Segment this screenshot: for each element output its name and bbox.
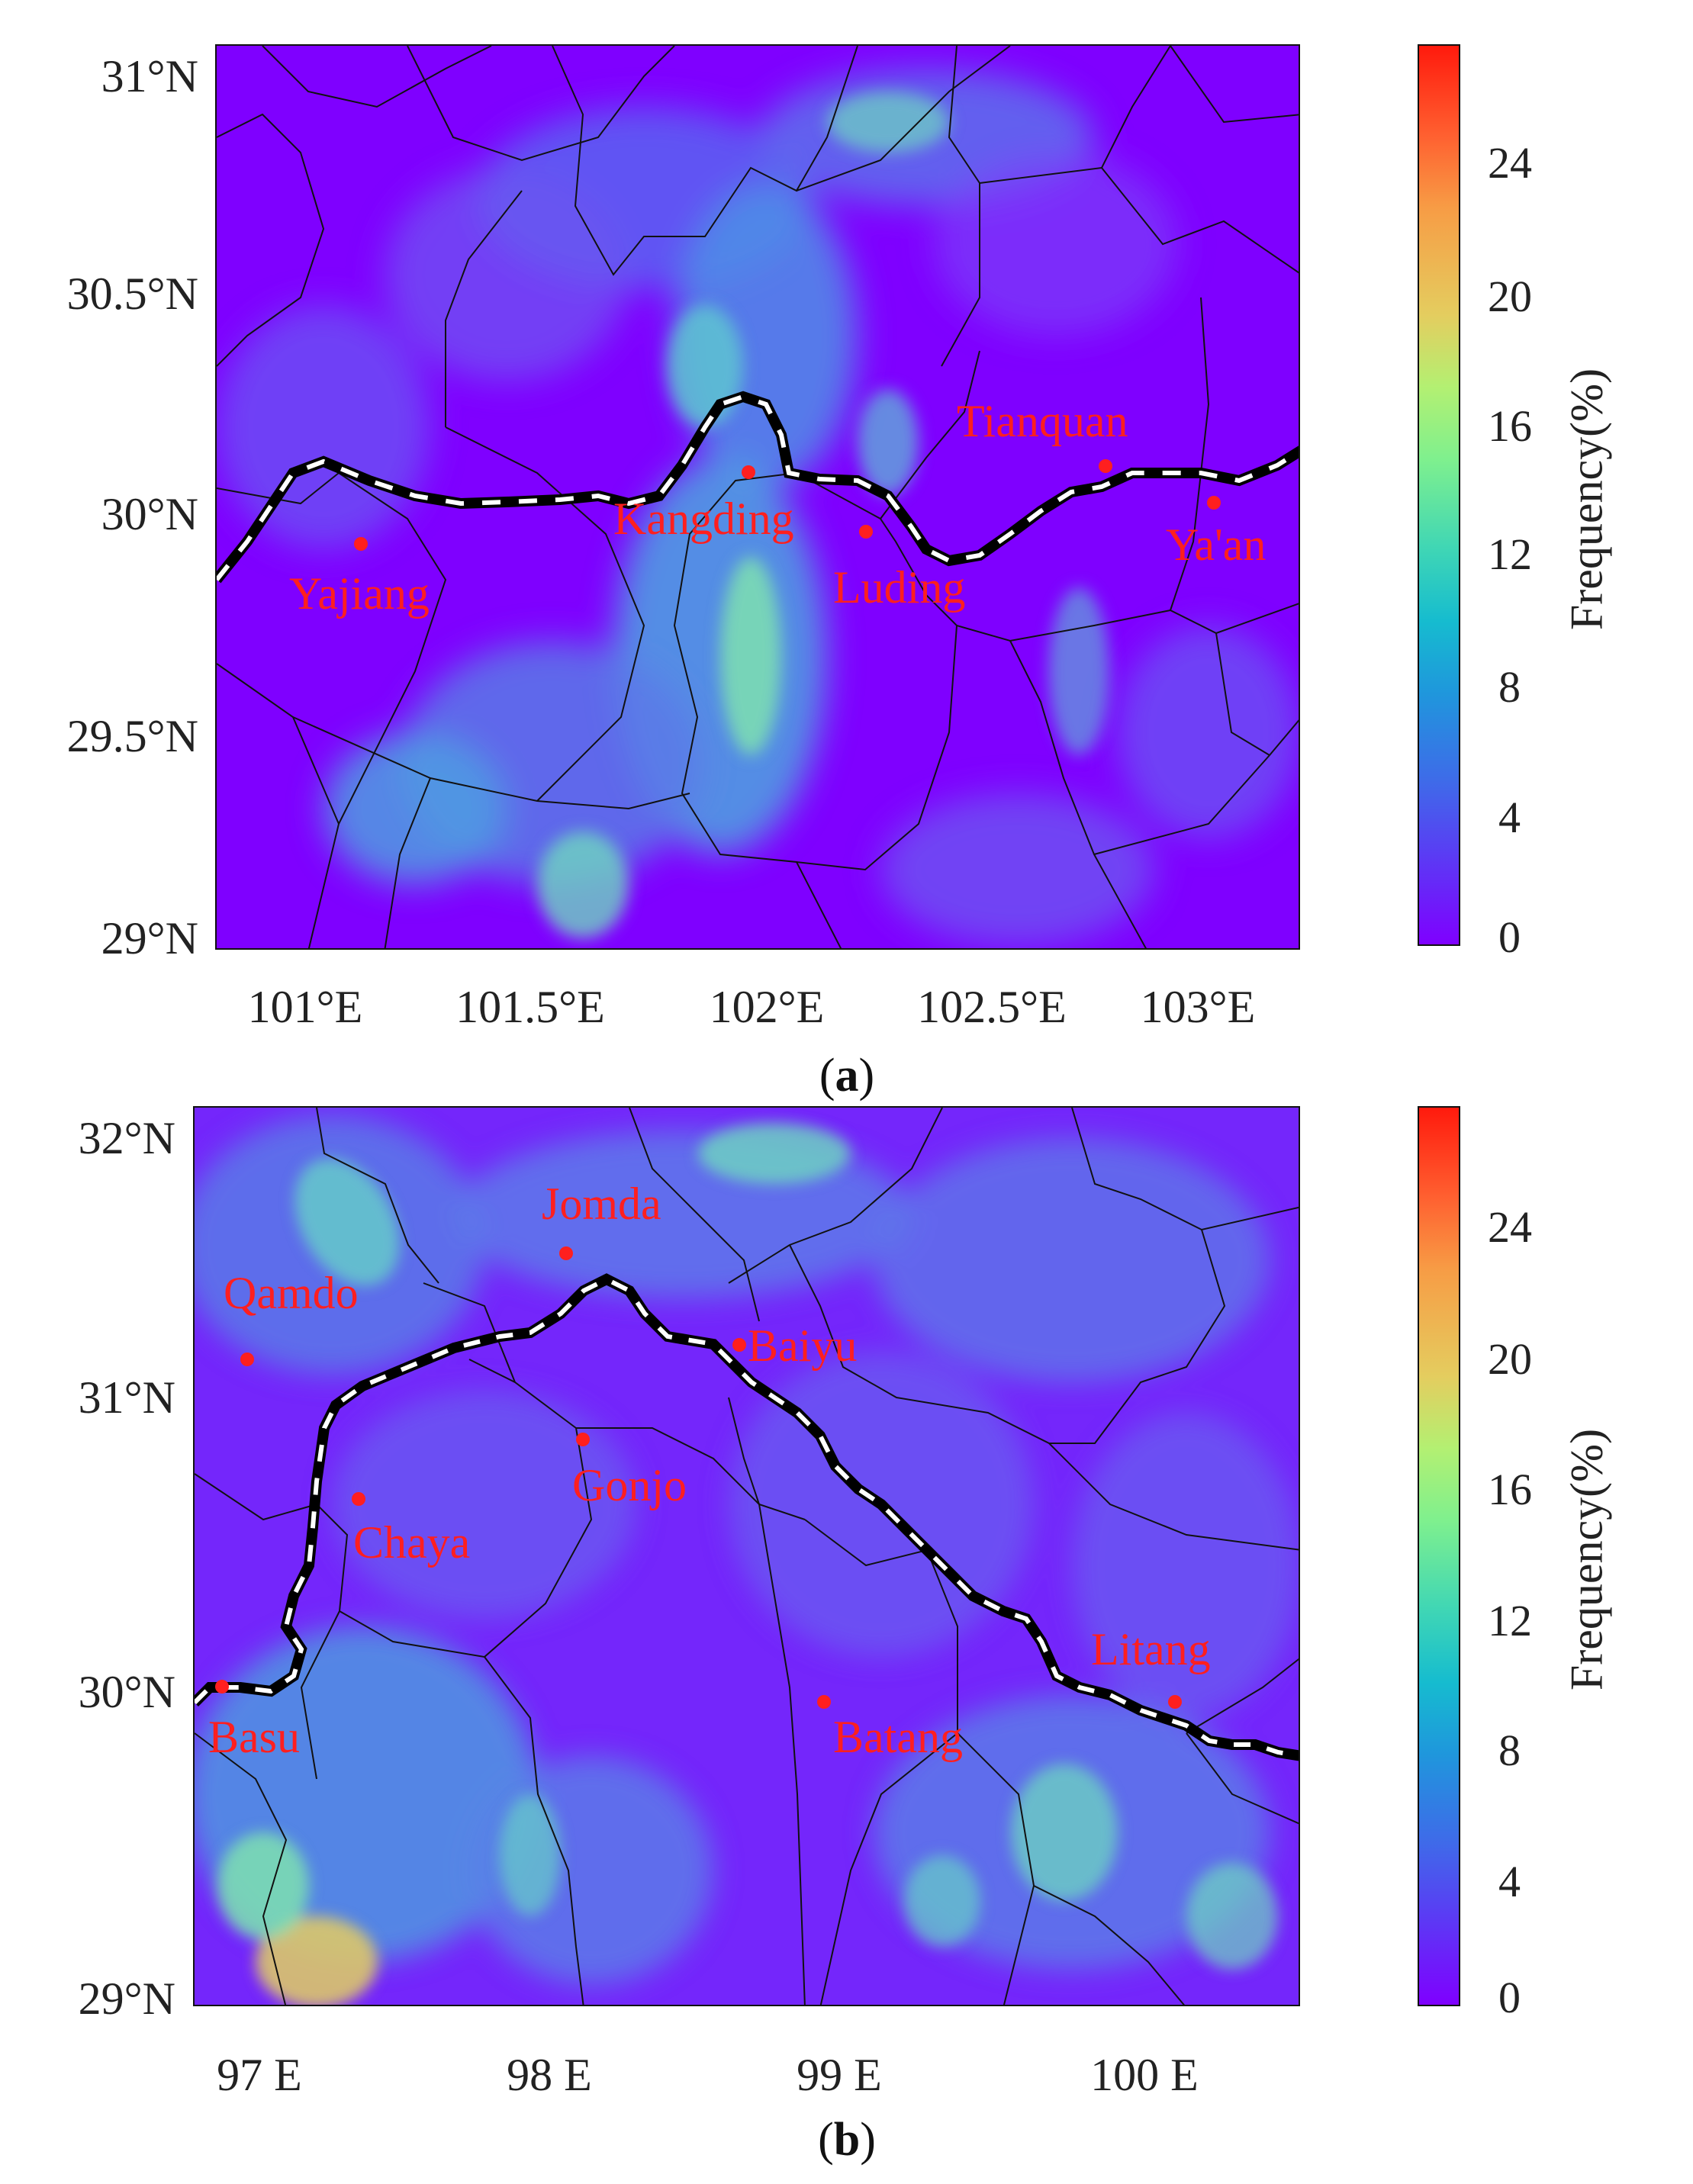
city-label-kangding: Kangding (613, 494, 794, 544)
admin-boundaries-a (217, 46, 1299, 948)
ytick-a-1: 31°N (101, 51, 198, 101)
city-label-baiyu: Baiyu (748, 1320, 858, 1371)
colorbar-b-tick-4: 4 (1498, 1857, 1521, 1906)
xtick-a-4: 102.5°E (917, 982, 1067, 1032)
ytick-a-5: 29°N (101, 913, 198, 963)
city-label-litang: Litang (1091, 1624, 1211, 1674)
frequency-hotspots-a (537, 92, 1109, 938)
colorbar-a-tick-24: 24 (1488, 138, 1532, 188)
colorbar-a-tick-16: 16 (1488, 401, 1532, 451)
xtick-b-2: 98 E (507, 2050, 592, 2100)
city-dot-baiyu (732, 1338, 746, 1352)
ytick-b-1: 32°N (78, 1113, 175, 1163)
map-b-canvas (195, 1108, 1299, 2005)
city-dot-gonjo (576, 1433, 590, 1446)
colorbar-a-tick-4: 4 (1498, 793, 1521, 842)
map-b: Jomda Qamdo Baiyu Gonjo Chaya Litang Bas… (193, 1106, 1300, 2006)
xtick-a-2: 101.5°E (455, 982, 605, 1032)
colorbar-a-tick-0: 0 (1498, 912, 1521, 962)
xtick-a-3: 102°E (709, 982, 825, 1032)
city-label-yajiang: Yajiang (289, 568, 430, 619)
xtick-b-1: 97 E (217, 2050, 302, 2100)
city-label-gonjo: Gonjo (572, 1460, 687, 1510)
colorbar-b-label: Frequency(%) (1561, 1428, 1612, 1691)
caption-a: (a) (819, 1050, 875, 1102)
colorbar-b-tick-12: 12 (1488, 1596, 1532, 1645)
colorbar-b-tick-16: 16 (1488, 1465, 1532, 1514)
city-label-qamdo: Qamdo (224, 1268, 359, 1318)
xtick-a-1: 101°E (247, 982, 363, 1032)
ytick-a-4: 29.5°N (66, 711, 198, 761)
colorbar-b-tick-8: 8 (1498, 1726, 1521, 1775)
ytick-b-3: 30°N (78, 1667, 175, 1717)
caption-b: (b) (818, 2114, 876, 2166)
xtick-b-4: 100 E (1090, 2050, 1199, 2100)
city-label-luding: Luding (833, 562, 966, 613)
city-label-basu: Basu (208, 1712, 300, 1762)
city-dot-luding (859, 525, 873, 539)
city-dot-yajiang (354, 537, 368, 551)
boundary-dash-b (195, 1276, 1299, 1758)
colorbar-a (1418, 44, 1460, 946)
city-label-tianquan: Tianquan (957, 396, 1128, 446)
city-dot-qamdo (240, 1353, 254, 1366)
admin-boundaries-b (195, 1108, 1299, 2005)
city-dot-kangding (742, 465, 755, 479)
ytick-a-3: 30°N (101, 489, 198, 539)
map-a-canvas (217, 46, 1299, 948)
city-dot-tianquan (1099, 459, 1112, 473)
city-dot-batang (817, 1695, 831, 1709)
colorbar-a-tick-8: 8 (1498, 662, 1521, 712)
colorbar-b (1418, 1106, 1460, 2006)
city-label-jomda: Jomda (542, 1179, 661, 1229)
frequency-hotspots-b (217, 1123, 1278, 2005)
xtick-a-5: 103°E (1140, 982, 1256, 1032)
city-dot-jomda (559, 1246, 573, 1260)
boundary-dash-a (217, 394, 1299, 581)
xtick-b-3: 99 E (797, 2050, 882, 2100)
colorbar-a-label: Frequency(%) (1561, 368, 1612, 631)
city-label-batang: Batang (833, 1712, 963, 1762)
map-a: Tianquan Kangding Yajiang Luding Ya'an (215, 44, 1300, 950)
colorbar-a-tick-12: 12 (1488, 529, 1532, 579)
city-label-chaya: Chaya (353, 1517, 471, 1568)
city-dot-yaan (1207, 496, 1221, 510)
city-dot-chaya (352, 1492, 365, 1506)
city-dot-basu (215, 1680, 229, 1693)
colorbar-b-tick-20: 20 (1488, 1334, 1532, 1384)
colorbar-a-tick-20: 20 (1488, 272, 1532, 321)
ytick-a-2: 30.5°N (66, 269, 198, 319)
city-label-yaan: Ya'an (1166, 519, 1267, 570)
colorbar-b-tick-24: 24 (1488, 1202, 1532, 1252)
ytick-b-4: 29°N (78, 1973, 175, 2024)
city-dot-litang (1168, 1695, 1182, 1709)
frequency-field-b (195, 1115, 1299, 1985)
colorbar-b-tick-0: 0 (1498, 1973, 1521, 2022)
ytick-b-2: 31°N (78, 1372, 175, 1423)
